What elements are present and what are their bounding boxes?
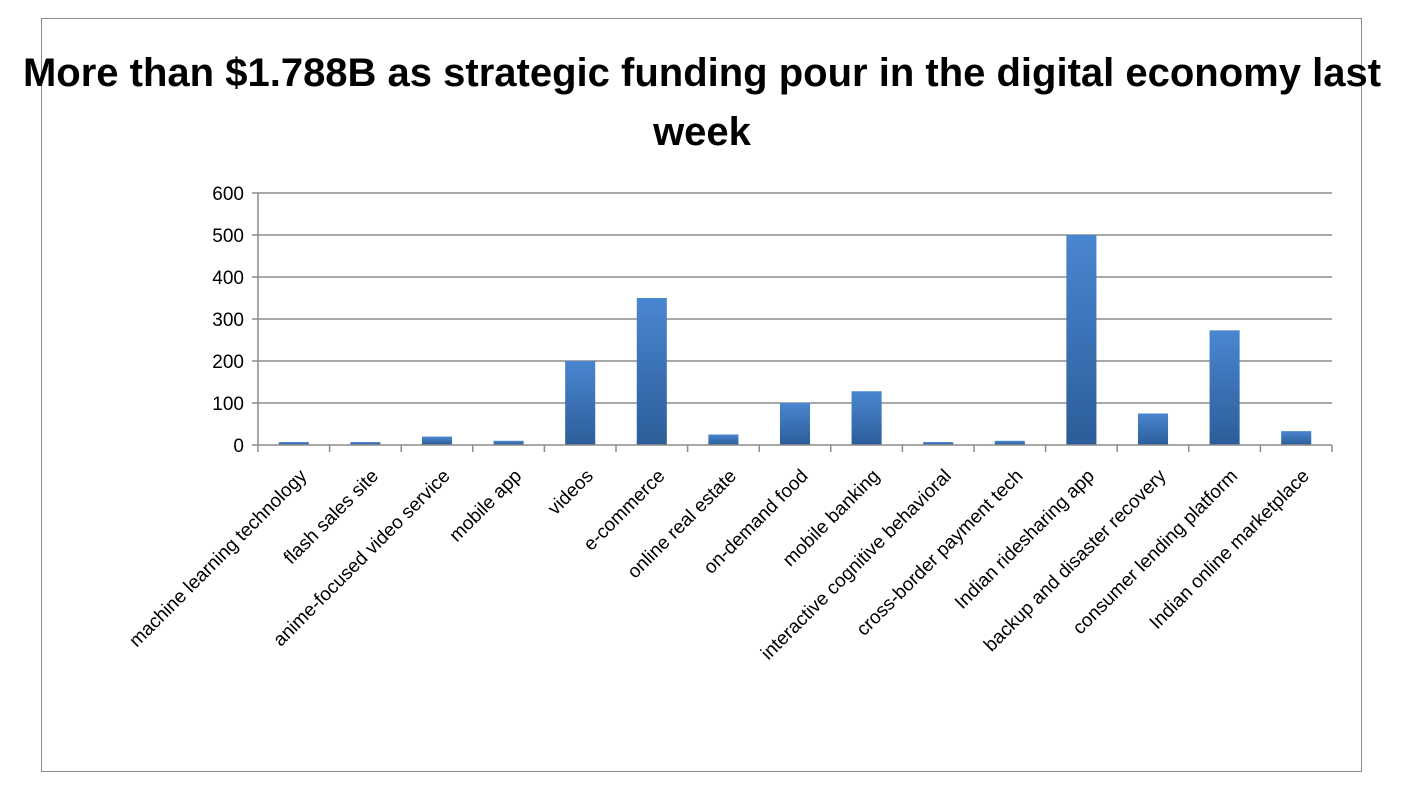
x-category-label: mobile app <box>446 466 527 547</box>
bar <box>923 442 954 445</box>
y-tick-label: 0 <box>233 436 244 457</box>
y-tick-labels: 0 100 200 300 400 500 600 <box>212 184 244 457</box>
bars <box>278 235 1312 445</box>
bar <box>493 440 524 445</box>
y-tick-label: 300 <box>212 310 244 331</box>
bar <box>779 403 811 445</box>
bar <box>278 442 309 445</box>
bar <box>994 440 1025 445</box>
bar <box>636 298 667 445</box>
bar <box>1209 330 1240 445</box>
gridlines <box>258 192 1332 404</box>
x-category-label: videos <box>544 466 598 520</box>
y-tick-label: 200 <box>212 352 244 373</box>
bar <box>1281 431 1312 445</box>
bar <box>421 436 453 445</box>
bar <box>1066 235 1097 445</box>
y-tick-label: 500 <box>212 226 244 247</box>
bar <box>350 442 381 445</box>
bar <box>851 391 882 445</box>
chart-title: More than $1.788B as strategic funding p… <box>22 51 1382 154</box>
chart-frame <box>41 18 1362 772</box>
y-tick-label: 600 <box>212 184 244 205</box>
axes <box>252 192 1333 452</box>
bar <box>708 434 739 445</box>
bar <box>565 361 596 445</box>
y-tick-label: 100 <box>212 394 244 415</box>
x-category-label: Indian ridesharing app <box>951 466 1099 614</box>
y-tick-label: 400 <box>212 268 244 289</box>
bar <box>1137 413 1169 445</box>
